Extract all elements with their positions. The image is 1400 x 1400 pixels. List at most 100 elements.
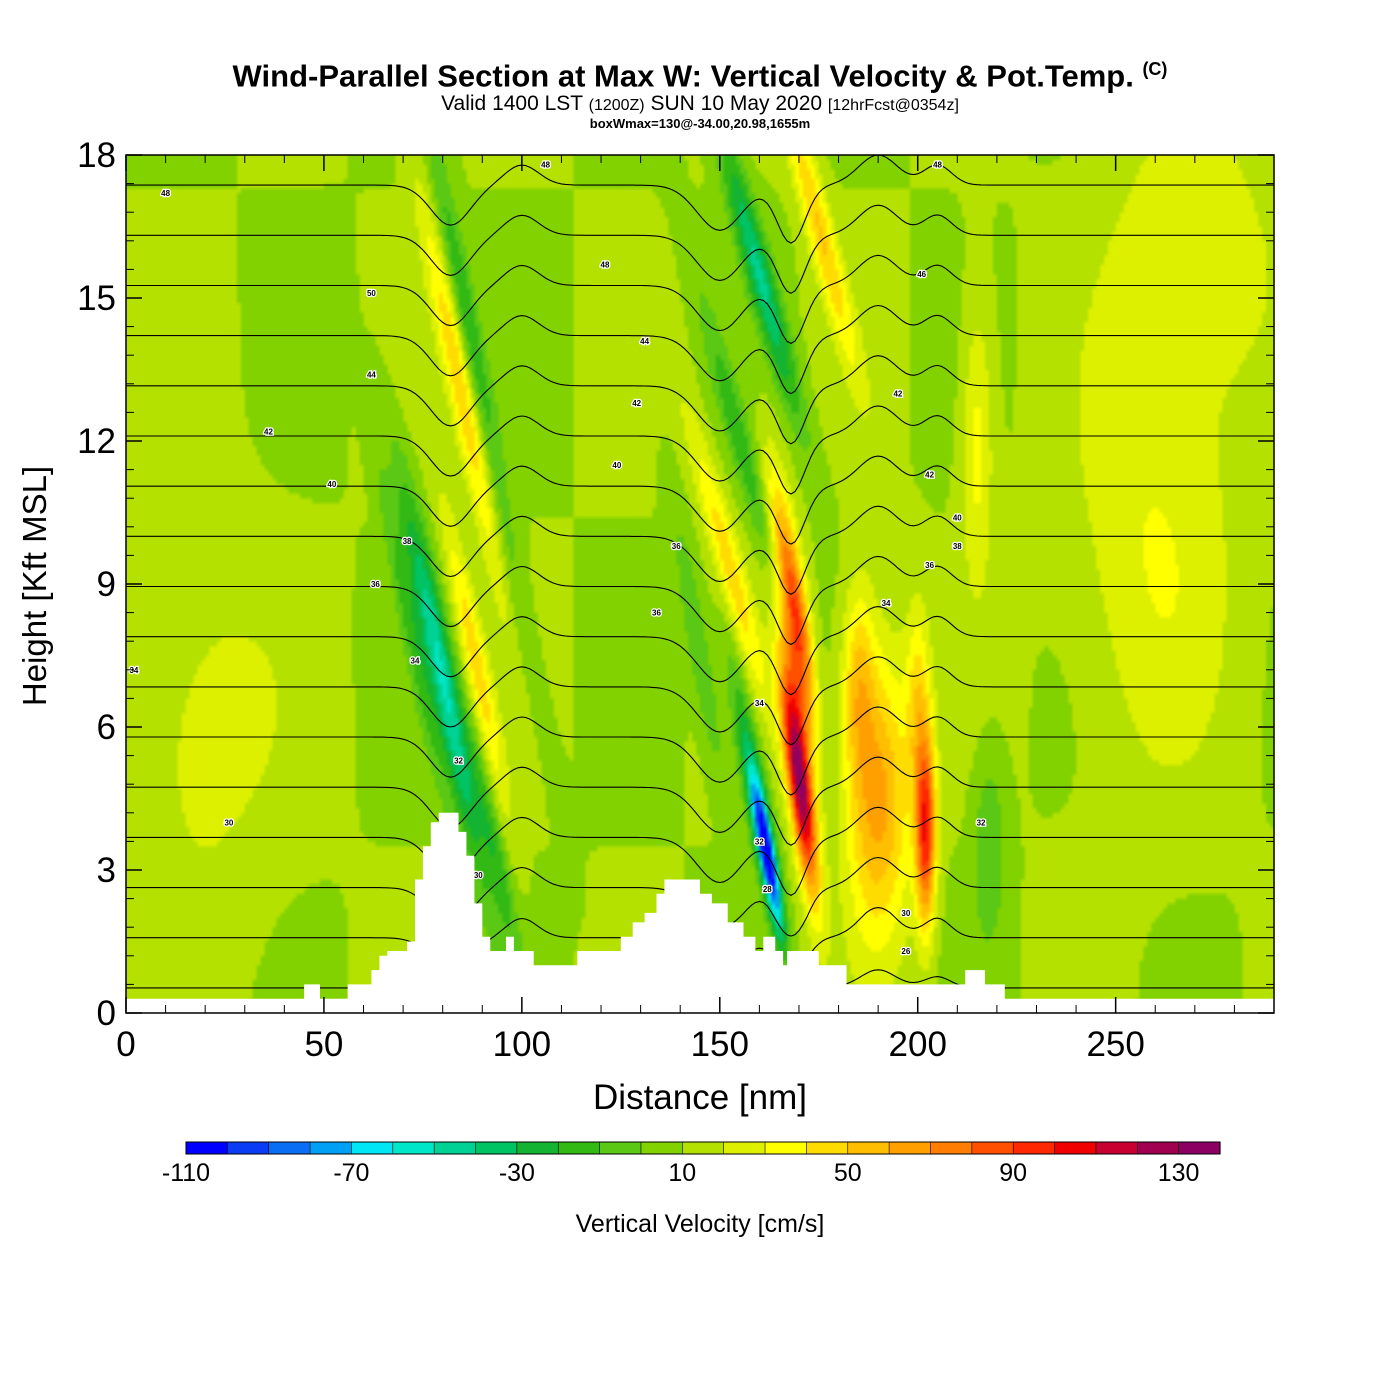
theta-contour-label: 36 <box>652 609 661 618</box>
y-tick-label: 12 <box>77 422 116 461</box>
theta-contour-label: 34 <box>882 599 891 608</box>
colorbar-swatch <box>682 1142 725 1154</box>
colorbar-swatch <box>268 1142 311 1154</box>
theta-contour-label: 30 <box>474 871 483 880</box>
velocity-field <box>126 155 1274 1013</box>
y-tick-label: 0 <box>97 994 116 1033</box>
theta-contour-line <box>126 304 1274 395</box>
theta-contour-label: 48 <box>933 161 942 170</box>
x-tick-label: 200 <box>889 1025 947 1064</box>
theta-contour-label: 42 <box>264 427 273 436</box>
y-tick-label: 18 <box>77 136 116 175</box>
theta-contour-label: 36 <box>371 580 380 589</box>
colorbar-label: Vertical Velocity [cm/s] <box>576 1210 825 1238</box>
x-tick-label: 150 <box>691 1025 749 1064</box>
x-tick-label: 100 <box>493 1025 551 1064</box>
theta-contour-label: 40 <box>327 480 336 489</box>
valid-time: Valid 1400 LST <box>441 92 583 116</box>
y-tick-label: 6 <box>97 708 116 747</box>
theta-contour-label: 42 <box>893 389 902 398</box>
theta-contour-label: 40 <box>953 513 962 522</box>
theta-contour-label: 44 <box>367 370 376 379</box>
theta-contour-label: 38 <box>953 542 962 551</box>
theta-contour-label: 48 <box>601 261 610 270</box>
theta-contour-label: 50 <box>367 289 376 298</box>
colorbar-swatch <box>640 1142 683 1154</box>
theta-contour-label: 48 <box>161 189 170 198</box>
colorbar-swatch <box>227 1142 270 1154</box>
chart-title-text: Wind-Parallel Section at Max W: Vertical… <box>232 58 1134 94</box>
colorbar-swatch <box>1178 1142 1221 1154</box>
colorbar-tick-label: 130 <box>1158 1159 1200 1187</box>
colorbar-swatch <box>434 1142 477 1154</box>
theta-contour-line <box>126 455 1274 545</box>
y-tick-label: 3 <box>97 851 116 890</box>
theta-contour-line <box>126 706 1274 796</box>
theta-contour-label: 32 <box>755 837 764 846</box>
theta-contour-line <box>126 555 1274 646</box>
y-tick-label: 9 <box>97 565 116 604</box>
colorbar-tick-label: -110 <box>162 1159 210 1187</box>
utc-time: (1200Z) <box>588 97 645 115</box>
colorbar-swatch <box>475 1142 518 1154</box>
colorbar-tick-label: 50 <box>834 1159 862 1187</box>
theta-contour-label: 48 <box>541 161 550 170</box>
colorbar-swatch <box>351 1142 394 1154</box>
x-tick-label: 0 <box>116 1025 135 1064</box>
colorbar-swatch <box>930 1142 973 1154</box>
colorbar-swatch <box>765 1142 807 1154</box>
theta-contour-label: 26 <box>901 947 910 956</box>
theta-contour-line <box>126 254 1274 345</box>
copyright-mark: (C) <box>1142 59 1168 79</box>
colorbar-tick-label: 90 <box>999 1159 1027 1187</box>
colorbar-tick-label: -70 <box>333 1159 369 1187</box>
colorbar-swatch <box>1137 1142 1180 1154</box>
theta-contour-label: 30 <box>224 818 233 827</box>
theta-contour-label: 34 <box>411 656 420 665</box>
theta-contour-labels: 48 48 48 50 48 46 44 44 42 42 42 40 42 40 40 38 36 38 36 36… <box>128 159 987 957</box>
colorbar: -110 -70 -30 10 50 90 130 <box>162 1141 1221 1187</box>
theta-contour-line <box>126 405 1274 495</box>
theta-contour-label: 32 <box>977 818 986 827</box>
theta-contour-label: 44 <box>640 337 649 346</box>
x-tick-label: 250 <box>1086 1025 1144 1064</box>
theta-contour-label: 46 <box>917 270 926 279</box>
theta-contour-line <box>126 606 1274 696</box>
y-tick-label: 15 <box>77 279 116 318</box>
colorbar-swatch <box>558 1142 601 1154</box>
theta-contour-label: 28 <box>763 885 772 894</box>
colorbar-swatch <box>723 1142 766 1154</box>
colorbar-swatch <box>971 1142 1014 1154</box>
theta-contour-label: 42 <box>632 399 641 408</box>
colorbar-swatch <box>1054 1142 1097 1154</box>
chart-title: Wind-Parallel Section at Max W: Vertical… <box>0 52 1400 93</box>
theta-contour-line <box>126 355 1274 445</box>
colorbar-swatch <box>806 1142 849 1154</box>
y-axis-label: Height [Kft MSL] <box>16 466 53 706</box>
colorbar-swatch <box>516 1142 559 1154</box>
colorbar-frame <box>185 1141 1221 1155</box>
theta-contour-label: 32 <box>454 756 463 765</box>
theta-contour-line <box>126 756 1274 846</box>
theta-contour-line <box>126 505 1274 595</box>
theta-contour-line <box>126 204 1274 294</box>
theta-contour-label: 36 <box>672 542 681 551</box>
theta-contour-line <box>126 806 1274 897</box>
theta-contour-label: 38 <box>403 537 412 546</box>
chart-subtitle: Valid 1400 LST (1200Z) SUN 10 May 2020 [… <box>0 93 1400 117</box>
colorbar-swatch <box>599 1142 642 1154</box>
colorbar-tick-label: 10 <box>668 1159 696 1187</box>
colorbar-swatch <box>889 1142 932 1154</box>
theta-contour-label: 30 <box>901 909 910 918</box>
colorbar-swatch <box>1095 1142 1138 1154</box>
valid-date: SUN 10 May 2020 <box>650 92 823 116</box>
theta-contour-label: 34 <box>755 699 764 708</box>
theta-contour-label: 36 <box>925 561 934 570</box>
colorbar-swatch <box>310 1142 353 1154</box>
theta-contour-label: 34 <box>129 666 138 675</box>
colorbar-swatch <box>186 1142 228 1154</box>
colorbar-swatch <box>1013 1142 1056 1154</box>
forecast-info: [12hrFcst@0354z] <box>827 97 959 115</box>
